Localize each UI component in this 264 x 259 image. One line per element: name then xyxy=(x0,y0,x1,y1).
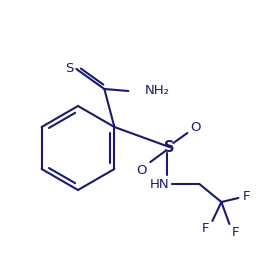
Text: O: O xyxy=(190,120,201,133)
Text: F: F xyxy=(202,222,209,235)
Text: S: S xyxy=(65,61,74,75)
Text: S: S xyxy=(164,140,175,155)
Text: HN: HN xyxy=(150,177,169,191)
Text: O: O xyxy=(136,163,147,176)
Text: F: F xyxy=(243,191,250,204)
Text: F: F xyxy=(232,227,239,240)
Text: NH₂: NH₂ xyxy=(144,83,169,97)
